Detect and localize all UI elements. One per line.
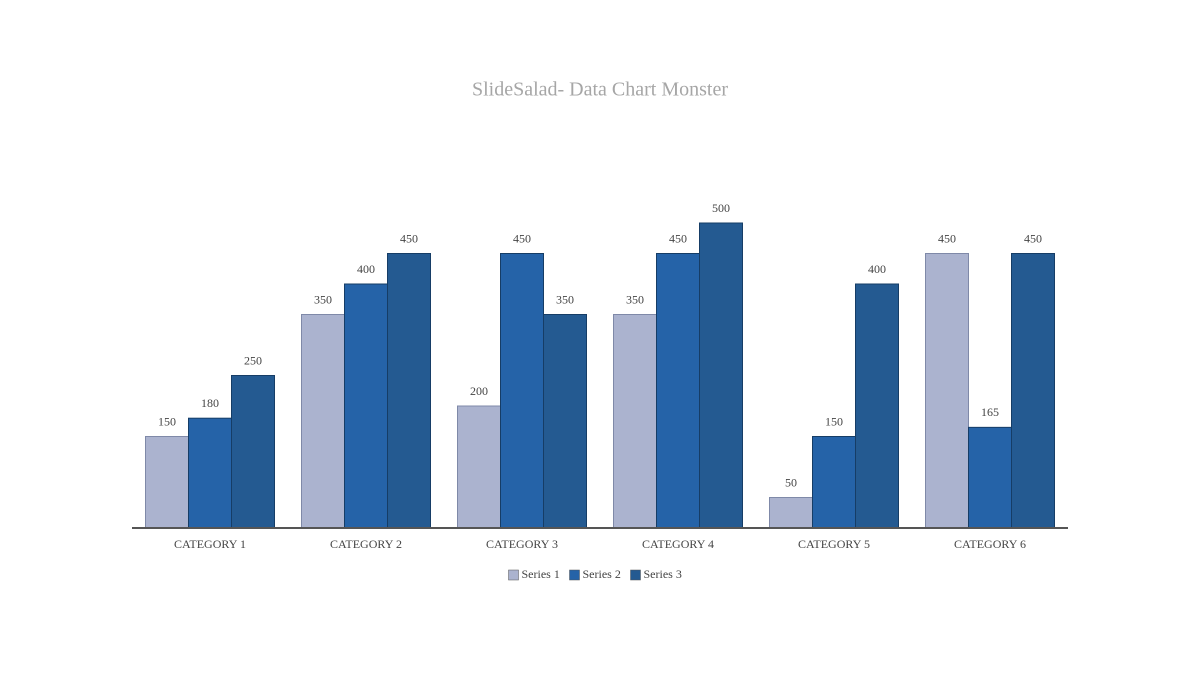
legend-swatch — [630, 569, 641, 581]
bar — [769, 497, 813, 529]
data-label: 50 — [785, 475, 797, 489]
x-tick-label: CATEGORY 4 — [642, 537, 714, 551]
data-label: 450 — [1024, 231, 1042, 245]
data-label: 250 — [244, 353, 262, 367]
bar — [812, 436, 856, 529]
bar — [1011, 253, 1055, 529]
bar — [457, 405, 501, 529]
x-tick-label: CATEGORY 6 — [954, 537, 1026, 551]
bar — [855, 283, 899, 529]
bar — [699, 222, 743, 529]
data-label: 450 — [938, 231, 956, 245]
bar — [500, 253, 544, 529]
data-label: 200 — [470, 384, 488, 398]
bar — [656, 253, 700, 529]
legend-swatch — [508, 569, 519, 581]
legend-label: Series 1 — [522, 567, 560, 581]
bar — [968, 426, 1012, 529]
data-label: 350 — [556, 292, 574, 306]
bar — [188, 417, 232, 529]
bar — [145, 436, 189, 529]
legend-swatch — [569, 569, 580, 581]
data-label: 450 — [513, 231, 531, 245]
data-label: 400 — [357, 262, 375, 276]
x-tick-label: CATEGORY 2 — [330, 537, 402, 551]
data-label: 450 — [669, 231, 687, 245]
bar — [231, 375, 275, 529]
bar — [925, 253, 969, 529]
data-label: 350 — [626, 292, 644, 306]
x-tick-label: CATEGORY 1 — [174, 537, 246, 551]
data-label: 400 — [868, 262, 886, 276]
bar — [613, 314, 657, 529]
data-label: 350 — [314, 292, 332, 306]
bar — [543, 314, 587, 529]
bar — [387, 253, 431, 529]
data-label: 165 — [981, 405, 999, 419]
legend-label: Series 2 — [583, 567, 621, 581]
data-label: 180 — [201, 396, 219, 410]
data-label: 450 — [400, 231, 418, 245]
bar — [344, 283, 388, 529]
data-label: 150 — [825, 414, 843, 428]
data-label: 150 — [158, 414, 176, 428]
x-tick-label: CATEGORY 5 — [798, 537, 870, 551]
x-tick-label: CATEGORY 3 — [486, 537, 558, 551]
legend-label: Series 3 — [644, 567, 682, 581]
data-label: 500 — [712, 201, 730, 215]
bar — [301, 314, 345, 529]
chart-title: SlideSalad- Data Chart Monster — [472, 79, 728, 101]
